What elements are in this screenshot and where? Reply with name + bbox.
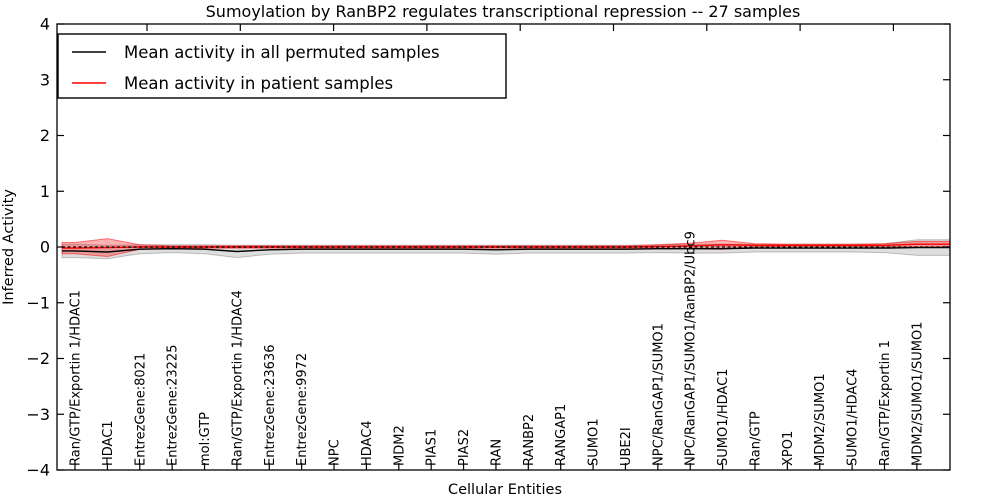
x-tick-label: SUMO1/HDAC1 xyxy=(716,369,731,466)
x-tick-label: RANBP2 xyxy=(522,414,537,466)
x-tick-label: XPO1 xyxy=(781,431,796,466)
y-tick-label: −3 xyxy=(26,405,50,424)
x-tick-label: MDM2/SUMO1 xyxy=(813,373,828,466)
x-tick-label: HDAC4 xyxy=(360,420,375,466)
x-tick-label: NPC/RanGAP1/SUMO1/RanBP2/Ubc9 xyxy=(684,231,699,466)
legend: Mean activity in all permuted samples Me… xyxy=(57,33,507,99)
x-tick-label: SUMO1/HDAC4 xyxy=(846,369,861,466)
legend-label-permuted: Mean activity in all permuted samples xyxy=(124,43,440,62)
x-tick-label: EntrezGene:23225 xyxy=(166,345,181,466)
x-tick-label: Ran/GTP/Exportin 1/HDAC1 xyxy=(69,290,84,466)
legend-label-patient: Mean activity in patient samples xyxy=(124,74,393,93)
x-tick-label: EntrezGene:23636 xyxy=(263,345,278,466)
y-tick-label: −1 xyxy=(26,293,50,312)
x-tick-label: MDM2 xyxy=(392,425,407,466)
x-tick-label: EntrezGene:9972 xyxy=(295,353,310,466)
x-tick-label: SUMO1 xyxy=(587,419,602,467)
y-tick-label: −4 xyxy=(26,461,50,480)
x-tick-label: MDM2/SUMO1/SUMO1 xyxy=(910,322,925,466)
x-tick-label: NPC xyxy=(328,439,343,466)
y-tick-labels: 4 3 2 1 0 −1 −2 −3 −4 xyxy=(26,15,50,480)
y-tick-label: 3 xyxy=(40,70,50,89)
line-patient xyxy=(62,243,950,249)
plot-frame xyxy=(56,23,951,471)
x-tick-label: Ran/GTP xyxy=(748,411,763,466)
x-tick-label: PIAS1 xyxy=(425,429,440,466)
x-tick-label: UBE2I xyxy=(619,427,634,466)
series-lines xyxy=(62,243,950,253)
y-tick-label: −2 xyxy=(26,349,50,368)
legend-frame xyxy=(57,33,507,99)
x-tick-label: NPC/RanGAP1/SUMO1 xyxy=(651,323,666,466)
x-tick-label: RANGAP1 xyxy=(554,404,569,466)
chart-title: Sumoylation by RanBP2 regulates transcri… xyxy=(206,2,801,21)
x-tick-label: Ran/GTP/Exportin 1 xyxy=(878,340,893,466)
y-tick-label: 2 xyxy=(40,126,50,145)
y-tick-label: 4 xyxy=(40,15,50,34)
x-tick-label: PIAS2 xyxy=(457,429,472,466)
y-tick-label: 1 xyxy=(40,182,50,201)
x-tick-label: HDAC1 xyxy=(101,420,116,466)
x-tick-label: Ran/GTP/Exportin 1/HDAC4 xyxy=(230,290,245,466)
x-tick-labels: Ran/GTP/Exportin 1/HDAC1 HDAC1 EntrezGene:… xyxy=(69,231,926,466)
y-axis-label: Inferred Activity xyxy=(1,189,17,305)
x-axis-label: Cellular Entities xyxy=(448,482,562,498)
x-tick-label: RAN xyxy=(489,439,504,466)
y-tick-label: 0 xyxy=(40,238,50,257)
line-permuted xyxy=(62,246,950,253)
x-tick-label: mol:GTP xyxy=(198,412,213,466)
x-tick-label: EntrezGene:8021 xyxy=(133,353,148,466)
